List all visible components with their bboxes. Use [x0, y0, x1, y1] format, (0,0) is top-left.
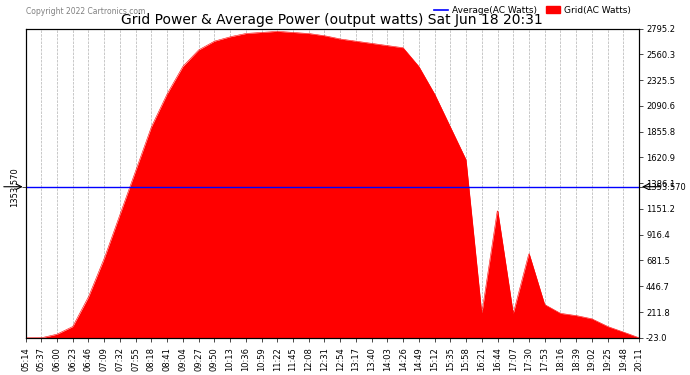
Text: Copyright 2022 Cartronics.com: Copyright 2022 Cartronics.com	[26, 7, 145, 16]
Legend: Average(AC Watts), Grid(AC Watts): Average(AC Watts), Grid(AC Watts)	[431, 2, 635, 18]
Title: Grid Power & Average Power (output watts) Sat Jun 18 20:31: Grid Power & Average Power (output watts…	[121, 13, 543, 27]
